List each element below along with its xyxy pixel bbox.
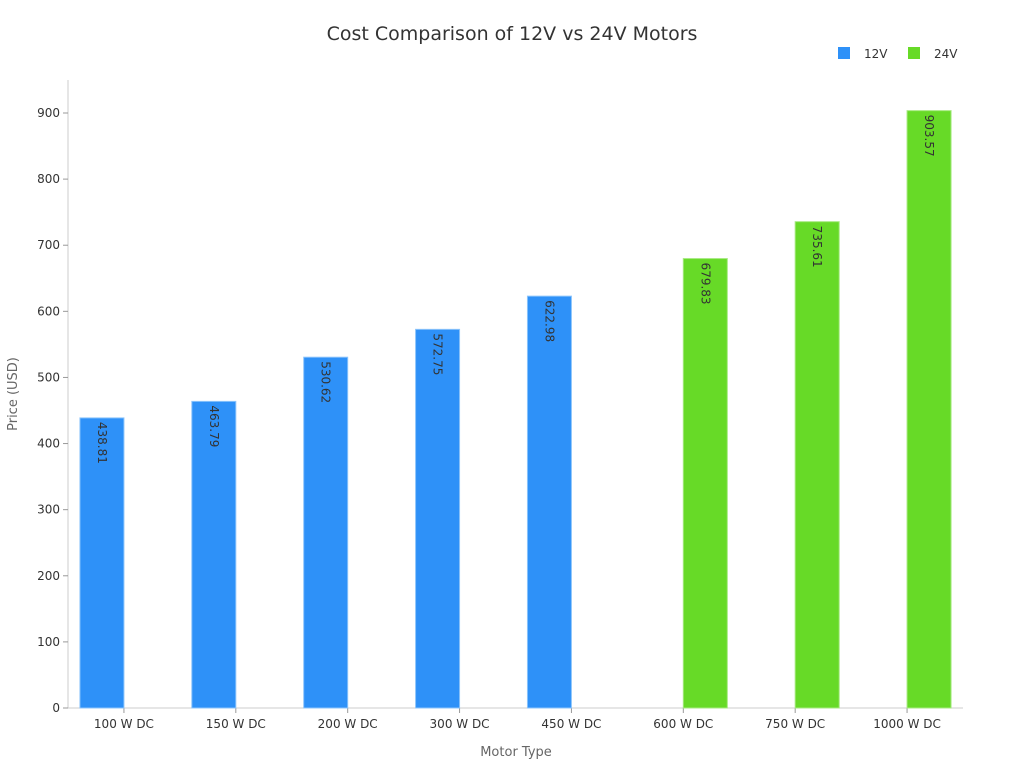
y-tick-label: 900: [37, 106, 60, 120]
x-tick-label: 750 W DC: [765, 717, 825, 731]
bar-12v-3: [415, 328, 461, 709]
data-label: 463.79: [207, 405, 221, 447]
y-axis-label: Price (USD): [6, 357, 21, 431]
y-tick-label: 500: [37, 370, 60, 384]
bars: 438.81 463.79 530.62 572.75 622.98 679.83 735.…: [79, 110, 952, 709]
x-tick-label: 150 W DC: [206, 717, 266, 731]
bar-12v-2: [303, 356, 349, 709]
legend-label-24v: 24V: [934, 47, 958, 61]
x-tick-label: 450 W DC: [541, 717, 601, 731]
bar-24v-6: [794, 221, 840, 709]
x-tick-label: 100 W DC: [94, 717, 154, 731]
data-label: 735.61: [810, 226, 824, 268]
y-tick-label: 0: [52, 701, 60, 715]
bar-12v-0: [79, 417, 125, 709]
y-tick-label: 100: [37, 635, 60, 649]
y-tick-label: 600: [37, 304, 60, 318]
y-tick-label: 400: [37, 437, 60, 451]
x-axis: 100 W DC 150 W DC 200 W DC 300 W DC 450 W DC…: [68, 707, 963, 731]
chart-title: Cost Comparison of 12V vs 24V Motors: [327, 23, 698, 45]
x-tick-label: 200 W DC: [318, 717, 378, 731]
x-tick-label: 1000 W DC: [873, 717, 941, 731]
bar-24v-5: [682, 258, 728, 709]
legend-swatch-12v: [838, 47, 850, 59]
legend-label-12v: 12V: [864, 47, 888, 61]
y-axis: 0 100 200 300 400 500 600 700 800 900: [37, 80, 69, 715]
legend: 12V 24V: [838, 47, 958, 61]
data-label: 530.62: [319, 361, 333, 403]
y-tick-label: 300: [37, 503, 60, 517]
legend-swatch-24v: [908, 47, 920, 59]
bar-12v-4: [526, 295, 572, 709]
y-tick-label: 200: [37, 569, 60, 583]
data-label: 679.83: [698, 263, 712, 305]
x-axis-label: Motor Type: [480, 745, 552, 760]
bar-12v-1: [191, 400, 237, 709]
y-tick-label: 700: [37, 238, 60, 252]
data-label: 438.81: [95, 422, 109, 464]
data-label: 572.75: [431, 333, 445, 375]
x-tick-label: 600 W DC: [653, 717, 713, 731]
bar-24v-7: [906, 110, 952, 709]
data-label: 903.57: [922, 115, 936, 157]
data-label: 622.98: [542, 300, 556, 342]
y-tick-label: 800: [37, 172, 60, 186]
x-tick-label: 300 W DC: [430, 717, 490, 731]
